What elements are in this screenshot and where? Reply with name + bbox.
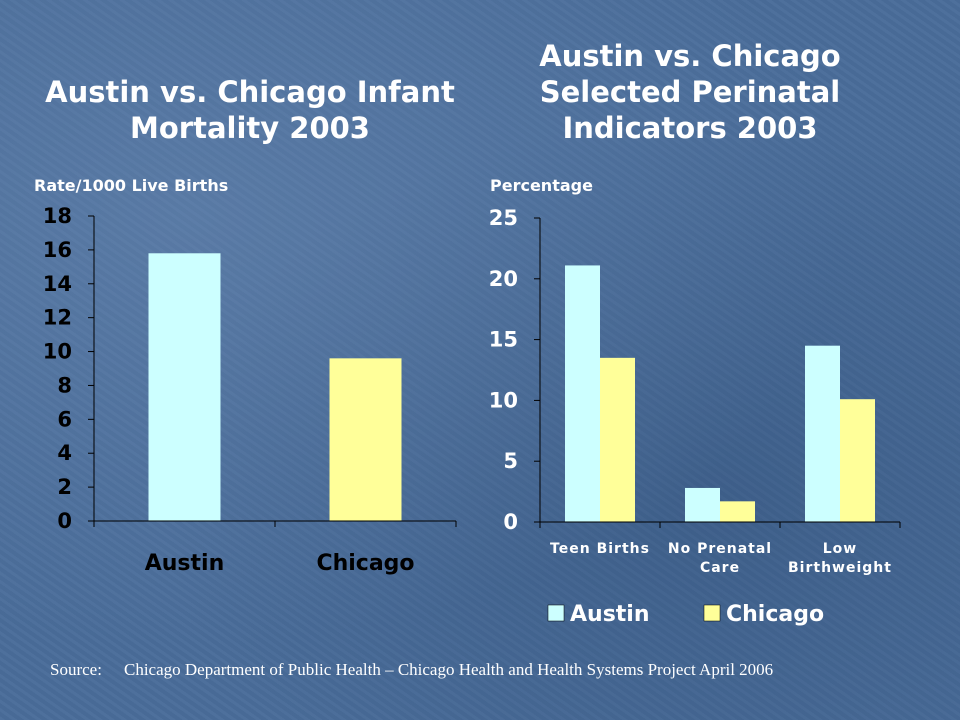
x-tick-label-line: Low	[823, 541, 857, 557]
y-tick-label: 20	[489, 267, 518, 291]
chart-title-perinatal-indicators: Austin vs. Chicago Selected Perinatal In…	[539, 39, 841, 145]
bar-austin	[148, 253, 221, 521]
y-tick-label: 10	[43, 340, 72, 364]
y-tick-label: 15	[489, 328, 518, 352]
y-tick-label: 14	[43, 272, 72, 296]
y-tick-label: 0	[503, 510, 518, 534]
x-tick-label-teen-births: Teen Births	[550, 541, 650, 557]
source-note: Source: Chicago Department of Public Hea…	[50, 660, 930, 680]
x-tick-label-line: Birthweight	[788, 560, 892, 576]
y-tick-label: 5	[503, 449, 518, 473]
y-tick-label: 18	[43, 204, 72, 228]
y-tick-label: 4	[57, 441, 72, 465]
legend-label-chicago: Chicago	[726, 602, 824, 627]
bar-chicago-low-birthweight	[840, 399, 875, 522]
y-tick-label: 16	[43, 238, 72, 262]
y-tick-label: 25	[489, 206, 518, 230]
y-tick-label: 2	[57, 475, 72, 499]
legend-swatch-chicago	[703, 604, 721, 622]
y-tick-label: 12	[43, 306, 72, 330]
x-tick-label-no-prenatal-care: No Prenatal Care	[668, 541, 772, 576]
bar-austin-low-birthweight	[805, 345, 840, 522]
legend-swatch-austin	[547, 604, 565, 622]
bar-austin-no-prenatal-care	[685, 487, 720, 522]
y-tick-label: 8	[57, 373, 72, 397]
bar-chicago	[329, 358, 402, 521]
source-label: Source:	[50, 660, 102, 679]
x-tick-label-line: No Prenatal	[668, 541, 772, 557]
bar-chicago-no-prenatal-care	[720, 501, 755, 522]
y-axis-label-rate: Rate/1000 Live Births	[34, 176, 229, 195]
bar-chicago-teen-births	[600, 357, 635, 522]
x-tick-label-chicago: Chicago	[316, 551, 414, 576]
bar-austin-teen-births	[565, 265, 600, 522]
y-axis-label-percentage: Percentage	[490, 176, 593, 195]
y-tick-label: 6	[57, 407, 72, 431]
x-tick-label-austin: Austin	[145, 551, 225, 576]
x-tick-label-low-birthweight: Low Birthweight	[788, 541, 892, 576]
source-text: Chicago Department of Public Health – Ch…	[124, 660, 774, 679]
legend-label-austin: Austin	[570, 602, 650, 627]
y-tick-label: 0	[57, 509, 72, 533]
y-tick-label: 10	[489, 388, 518, 412]
x-tick-label-line: Teen Births	[550, 541, 650, 557]
chart-title-infant-mortality: Austin vs. Chicago Infant Mortality 2003	[45, 75, 455, 145]
x-tick-label-line: Care	[700, 560, 740, 576]
